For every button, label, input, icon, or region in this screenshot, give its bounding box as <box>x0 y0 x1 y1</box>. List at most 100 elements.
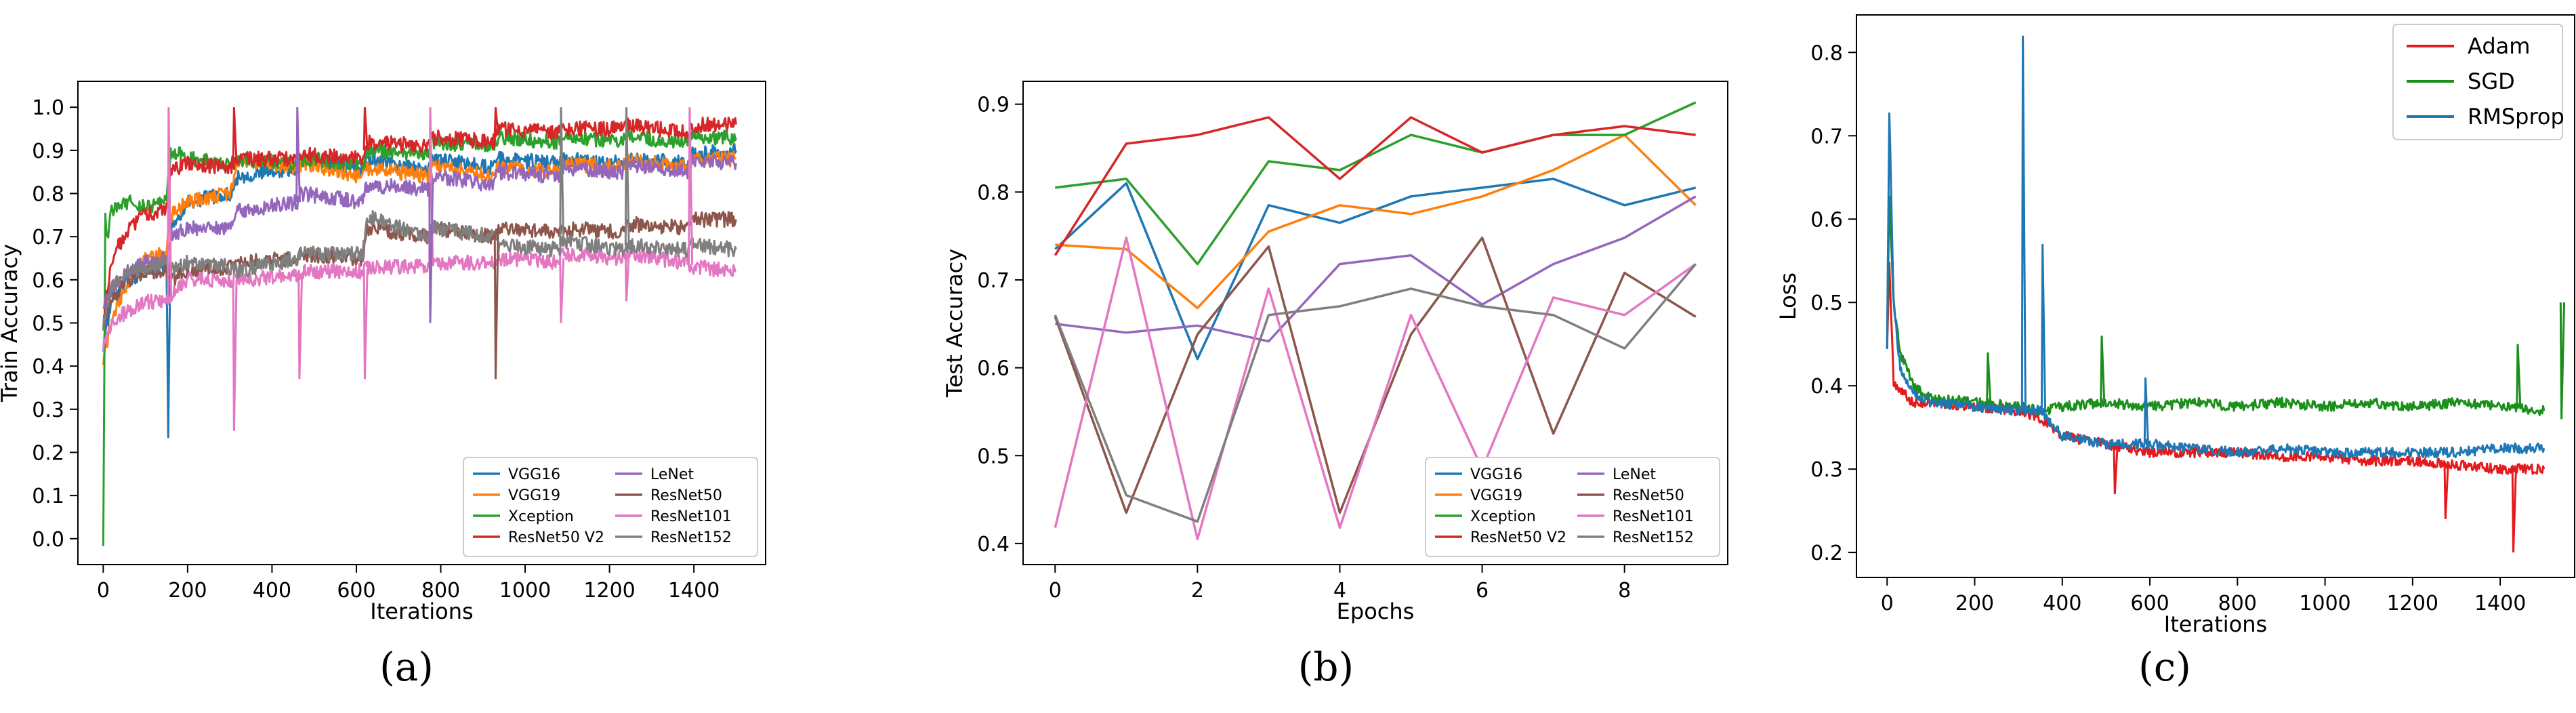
x-tick-label: 200 <box>168 579 207 603</box>
spike-rmsprop-0 <box>2020 35 2027 411</box>
y-tick-label: 0.2 <box>32 441 64 465</box>
spike-resnet152-15 <box>624 107 630 245</box>
y-axis-label: Loss <box>1775 272 1801 320</box>
x-tick-label: 1000 <box>2299 592 2350 615</box>
legend-label-sgd: SGD <box>2468 68 2515 94</box>
y-tick-label: 0.6 <box>1810 208 1843 232</box>
series-line-rmsprop <box>1886 112 2546 459</box>
spike-resnet50-v2-10 <box>362 107 369 150</box>
spike-lenet-13 <box>428 182 434 323</box>
spike-resnet101-3 <box>362 268 369 380</box>
legend-label-resnet50: ResNet50 <box>650 487 722 504</box>
spike-resnet101-1 <box>232 279 238 431</box>
x-tick-label: 200 <box>1955 592 1994 615</box>
legend-label-vgg16: VGG16 <box>508 466 560 483</box>
plot-area <box>102 107 737 546</box>
spike-resnet50-v2-11 <box>493 107 499 136</box>
y-tick-label: 0.7 <box>32 226 64 249</box>
legend-box <box>463 457 758 557</box>
series-line-lenet <box>102 153 737 310</box>
legend-label-vgg19: VGG19 <box>1470 487 1522 504</box>
spike-lenet-12 <box>295 107 301 203</box>
y-tick-label: 0.6 <box>977 357 1010 381</box>
legend-label-vgg19: VGG19 <box>508 487 560 504</box>
series-line-resnet50-v2 <box>1054 116 1696 256</box>
legend-label-adam: Adam <box>2468 33 2530 59</box>
y-axis-label: Train Accuracy <box>0 244 22 403</box>
legend-label-resnet50-v2: ResNet50 V2 <box>508 529 604 546</box>
plot-frame <box>1856 14 2575 578</box>
series-line-lenet <box>1055 195 1697 343</box>
series-line-vgg16 <box>102 142 737 439</box>
spike-sgd-5 <box>1986 352 1992 404</box>
caption-a: (a) <box>379 644 434 690</box>
spike-resnet101-7 <box>624 253 630 302</box>
x-tick-label: 1400 <box>668 579 720 603</box>
x-tick-label: 0 <box>1881 592 1894 615</box>
x-axis-label: Epochs <box>1337 598 1415 624</box>
y-tick-label: 0.6 <box>32 269 64 293</box>
y-tick-label: 0.8 <box>1810 41 1843 65</box>
legend: VGG16 VGG19 Xception ResNet50 V2 LeNet ResNet… <box>1425 457 1720 557</box>
y-tick-label: 0.7 <box>977 269 1010 293</box>
legend-label-resnet50: ResNet50 <box>1613 487 1684 504</box>
y-tick-label: 0.8 <box>977 181 1010 205</box>
spike-resnet101-0 <box>167 107 173 300</box>
x-tick-label: 4 <box>1333 579 1346 603</box>
y-tick-label: 0.3 <box>32 399 64 422</box>
x-tick-label: 0 <box>1049 579 1062 603</box>
spike-resnet50-v2-9 <box>232 107 238 164</box>
y-tick-label: 0.0 <box>32 528 64 552</box>
x-tick-label: 600 <box>2130 592 2169 615</box>
legend-label-xception: Xception <box>508 508 574 525</box>
y-tick-label: 0.3 <box>1810 458 1843 482</box>
y-tick-label: 0.9 <box>32 140 64 163</box>
x-axis-label: Iterations <box>2164 611 2267 637</box>
x-tick-label: 800 <box>2218 592 2257 615</box>
plot-area <box>1886 35 2565 553</box>
chart-panel-c: 0 200 400 600 800 1000 1200 1400 0.2 0.3 0.4 0.5 0.6… <box>1775 14 2575 637</box>
spike-adam-6 <box>2511 469 2517 553</box>
x-tick-label: 0 <box>97 579 110 603</box>
legend-label-xception: Xception <box>1470 508 1536 525</box>
y-tick-label: 0.9 <box>977 94 1010 117</box>
series-line-resnet50-v2 <box>102 117 737 331</box>
caption-b: (b) <box>1297 644 1354 690</box>
chart-panel-b: 0 2 4 6 8 0.4 0.5 0.6 0.7 0.8 0.9 Epochs Test Accura… <box>942 81 1728 624</box>
spike-resnet101-8 <box>688 107 694 265</box>
spike-sgd-2 <box>2100 335 2106 403</box>
spike-adam-8 <box>2113 445 2119 495</box>
legend: Adam SGD RMSprop <box>2392 24 2564 140</box>
y-tick-label: 0.5 <box>32 312 64 336</box>
spike-resnet101-2 <box>297 273 304 380</box>
spike-resnet152-14 <box>559 107 565 245</box>
legend-label-resnet152: ResNet152 <box>1613 529 1694 546</box>
legend: VGG16 VGG19 Xception ResNet50 V2 LeNet ResNet… <box>463 457 758 557</box>
x-tick-label: 1200 <box>583 579 635 603</box>
legend-label-rmsprop: RMSprop <box>2468 104 2564 129</box>
spike-sgd-4 <box>2559 302 2565 420</box>
x-tick-label: 600 <box>337 579 375 603</box>
x-tick-label: 8 <box>1618 579 1631 603</box>
y-tick-label: 0.8 <box>32 183 64 207</box>
series-line-sgd <box>1886 195 2546 416</box>
chart-panel-a: 0 200 400 600 800 1000 1200 1400 0.0 0.1 0.2 0.3 0.4… <box>0 81 766 624</box>
plot-area <box>1054 101 1697 541</box>
y-tick-label: 0.5 <box>977 445 1010 468</box>
x-tick-label: 800 <box>421 579 460 603</box>
spike-resnet101-6 <box>559 258 565 323</box>
series-line-adam <box>1886 262 2546 475</box>
y-tick-label: 0.1 <box>32 485 64 508</box>
legend-box <box>1425 457 1720 557</box>
x-tick-label: 1200 <box>2387 592 2438 615</box>
spike-resnet50-5 <box>493 232 499 380</box>
spike-adam-7 <box>2443 464 2449 519</box>
legend-label-lenet: LeNet <box>1613 466 1656 483</box>
x-tick-label: 400 <box>253 579 291 603</box>
y-tick-label: 0.5 <box>1810 291 1843 315</box>
legend-label-lenet: LeNet <box>650 466 694 483</box>
y-tick-label: 0.4 <box>1810 375 1843 399</box>
caption-c: (c) <box>2138 644 2191 690</box>
series-line-vgg19 <box>1055 134 1697 310</box>
spike-sgd-3 <box>2516 344 2522 409</box>
